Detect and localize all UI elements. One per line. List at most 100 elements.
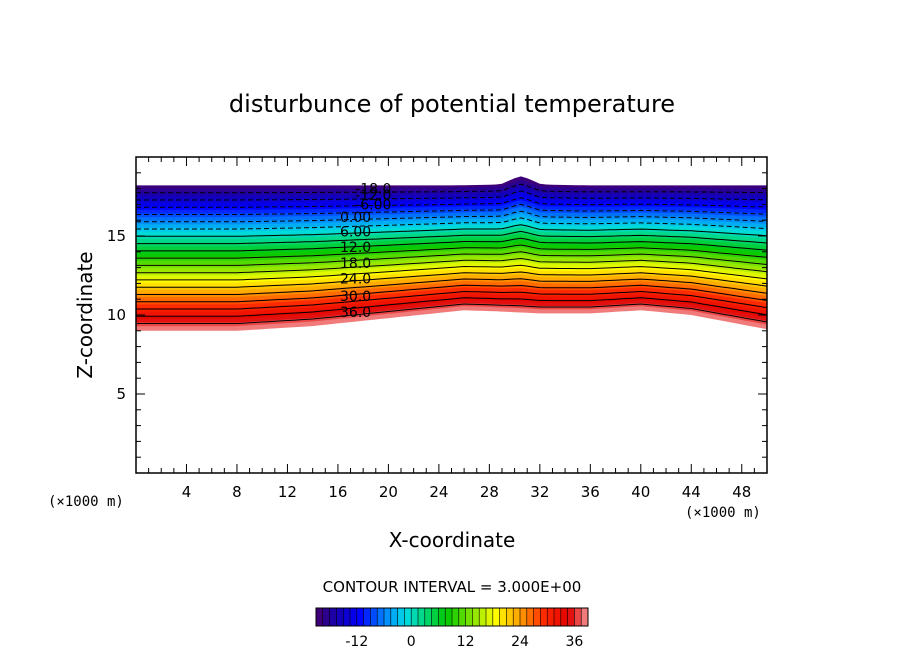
contour-label: -18.0 <box>355 182 391 198</box>
contour-line <box>136 251 767 266</box>
x-unit-right: (×1000 m) <box>685 505 761 521</box>
contour-band <box>136 176 767 191</box>
contour-line <box>136 217 767 230</box>
colorbar-cell <box>384 608 392 626</box>
colorbar-cell <box>492 608 500 626</box>
colorbar-tick-label: -12 <box>345 634 368 650</box>
contour-line <box>136 284 767 303</box>
colorbar-cell <box>343 608 351 626</box>
colorbar-cell <box>554 608 562 626</box>
contour-band <box>136 183 767 198</box>
colorbar-tick-label: 0 <box>407 634 416 650</box>
x-unit-left: (×1000 m) <box>48 494 124 510</box>
contour-band <box>136 240 767 260</box>
colorbar-cell <box>567 608 575 626</box>
contour-line <box>136 237 767 252</box>
colorbar-cell <box>390 608 398 626</box>
colorbar-cell <box>350 608 358 626</box>
contour-label: -6.00 <box>355 197 391 213</box>
colorbar-cell <box>336 608 344 626</box>
colorbar-tick-label: 12 <box>457 634 475 650</box>
y-axis-label: Z-coordinate <box>73 251 97 378</box>
y-tick-label: 15 <box>107 227 126 245</box>
chart-title: disturbunce of potential temperature <box>229 90 675 118</box>
colorbar-cell <box>370 608 378 626</box>
contour-line <box>136 271 767 288</box>
colorbar-cell <box>506 608 514 626</box>
colorbar-frame <box>315 607 589 627</box>
y-tick-labels: 5 10 15 <box>107 227 126 403</box>
contour-line <box>136 203 767 215</box>
contour-line <box>136 264 767 281</box>
contour-line <box>136 257 767 274</box>
colorbar-cell <box>465 608 473 626</box>
x-tick-label: 48 <box>732 483 751 501</box>
colorbar-cell <box>363 608 371 626</box>
x-tick-label: 36 <box>581 483 600 501</box>
contour-band <box>136 203 767 220</box>
colorbar-cell <box>472 608 480 626</box>
colorbar-cell <box>445 608 453 626</box>
colorbar-tick-label: 36 <box>565 634 583 650</box>
contour-label: 6.00 <box>340 224 371 240</box>
x-tick-label: 20 <box>379 483 398 501</box>
colorbar-cell <box>513 608 521 626</box>
contour-line <box>136 190 767 201</box>
colorbar-cell <box>458 608 466 626</box>
colorbar-cell <box>560 608 568 626</box>
contour-label: 12.0 <box>340 240 371 256</box>
colorbar-cell <box>322 608 330 626</box>
x-tick-label: 16 <box>328 483 347 501</box>
colorbar-cell <box>411 608 419 626</box>
x-axis-label: X-coordinate <box>389 528 516 552</box>
colorbar-cell <box>526 608 534 626</box>
colorbar-cell <box>438 608 446 626</box>
colorbar-cell <box>397 608 405 626</box>
contour-label: 30.0 <box>340 289 371 305</box>
contour-band <box>136 216 767 234</box>
x-tick-labels: 4 8 12 16 20 24 28 32 36 40 44 48 <box>182 483 752 501</box>
colorbar-cell <box>316 608 324 626</box>
contour-label: 36.0 <box>340 305 371 321</box>
colorbar-cell <box>418 608 426 626</box>
colorbar-cell <box>452 608 460 626</box>
contour-band <box>136 271 767 292</box>
contour-labels: -18.0-12.0-6.000.006.0012.018.024.030.03… <box>340 182 391 321</box>
colorbar-cell <box>547 608 555 626</box>
colorbar-cell <box>377 608 385 626</box>
colorbar-cell <box>520 608 528 626</box>
x-tick-label: 44 <box>682 483 701 501</box>
x-tick-label: 32 <box>530 483 549 501</box>
contour-band <box>136 210 767 227</box>
contour-field <box>136 176 767 331</box>
y-tick-label: 10 <box>107 306 126 324</box>
plot-area <box>136 176 767 331</box>
axis-ticks <box>136 157 767 473</box>
y-tick-label: 5 <box>116 385 126 403</box>
colorbar-cell <box>574 608 582 626</box>
colorbar-cell <box>486 608 494 626</box>
x-tick-label: 24 <box>429 483 448 501</box>
contour-label: 18.0 <box>340 256 371 272</box>
contour-label: 24.0 <box>340 272 371 288</box>
contour-band <box>136 257 767 278</box>
colorbar-cell <box>424 608 432 626</box>
x-tick-label: 4 <box>182 483 192 501</box>
contour-interval-text: CONTOUR INTERVAL = 3.000E+00 <box>323 578 582 596</box>
contour-band <box>136 267 767 289</box>
contour-line <box>136 278 767 295</box>
contour-band <box>136 206 767 223</box>
colorbar-cell <box>479 608 487 626</box>
colorbar-cell <box>581 608 589 626</box>
contour-label: 0.00 <box>340 210 371 226</box>
colorbar-cell <box>499 608 507 626</box>
contour-line <box>136 230 767 245</box>
x-tick-label: 12 <box>278 483 297 501</box>
contour-line <box>136 210 767 223</box>
contour-band <box>136 213 767 230</box>
contour-band <box>136 247 767 267</box>
contour-band <box>136 179 767 194</box>
contour-band <box>136 264 767 285</box>
contour-line <box>136 297 767 317</box>
